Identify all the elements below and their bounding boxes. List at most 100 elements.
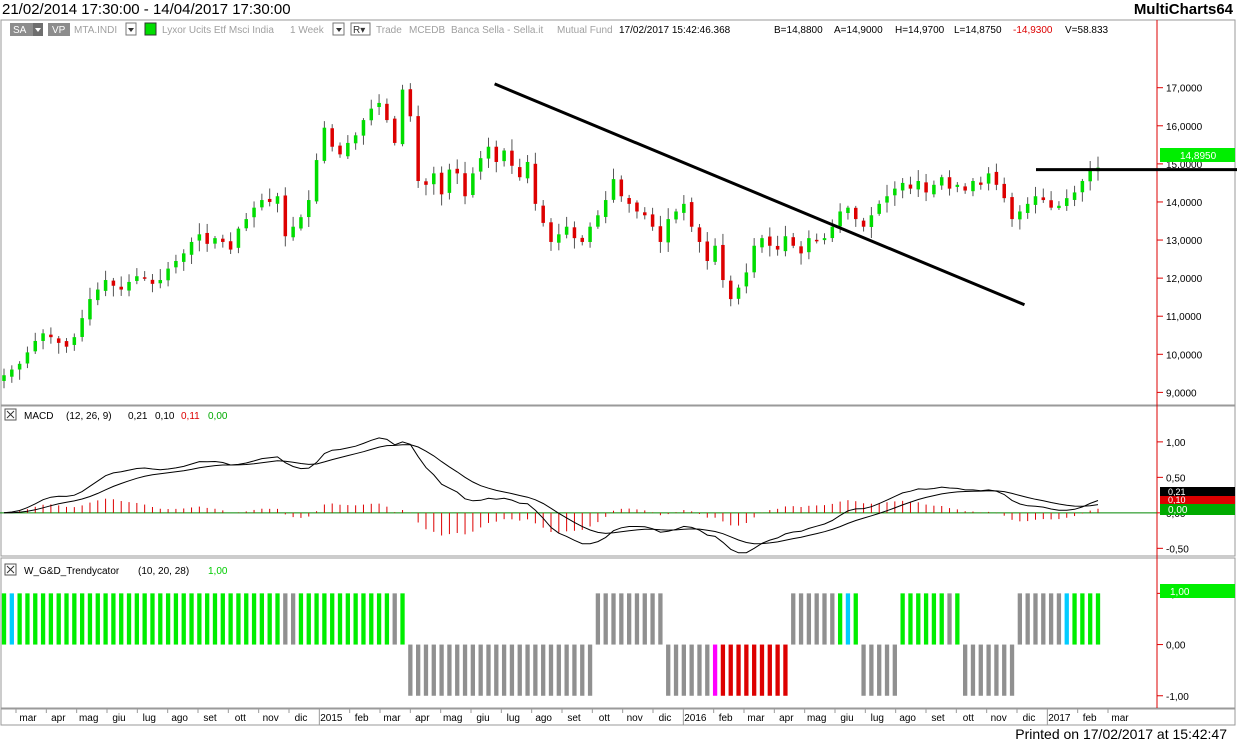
candle-down bbox=[775, 245, 780, 250]
candle-up bbox=[322, 127, 327, 161]
trendycator-bar bbox=[56, 593, 61, 645]
candle-down bbox=[1041, 197, 1046, 201]
trendycator-bar bbox=[994, 644, 999, 696]
broker-name: Banca Sella - Sella.it bbox=[451, 25, 543, 36]
candle-up bbox=[432, 173, 436, 185]
candle-up bbox=[361, 120, 366, 136]
trendycator-bar bbox=[728, 644, 733, 696]
candle-up bbox=[72, 337, 77, 345]
macd-tag-2: 0,10 bbox=[1168, 495, 1186, 505]
trendycator-bar bbox=[40, 593, 46, 645]
trendycator-bar bbox=[619, 593, 624, 645]
trendycator-bar bbox=[931, 593, 937, 645]
trendycator-bar bbox=[572, 644, 577, 696]
trendycator-bar bbox=[861, 644, 866, 696]
trendycator-bar bbox=[642, 593, 647, 645]
bar-interval: 1 Week bbox=[290, 25, 325, 36]
trendycator-bar bbox=[595, 593, 601, 645]
time-tick-label: lug bbox=[871, 713, 884, 724]
macd-status-line: MACD (12, 26, 9) 0,21 0,10 0,11 0,00 bbox=[4, 408, 228, 422]
time-tick-label: feb bbox=[719, 713, 733, 724]
trendycator-bar bbox=[1048, 593, 1054, 645]
time-tick-label: ago bbox=[899, 713, 916, 724]
candle-up bbox=[682, 203, 686, 213]
realtime-icon: R▾ bbox=[353, 25, 365, 36]
candle-up bbox=[252, 207, 256, 218]
trendycator-bar bbox=[712, 644, 718, 696]
candle-up bbox=[41, 333, 45, 341]
trendycator-bar bbox=[1025, 593, 1030, 645]
trendycator-bar bbox=[908, 593, 913, 645]
chevron-down-icon bbox=[336, 28, 342, 32]
trendycator-bar bbox=[869, 644, 874, 696]
realtime-button[interactable] bbox=[350, 22, 371, 36]
trendycator-bar bbox=[955, 593, 960, 645]
macd-tag-3: 0,00 bbox=[1168, 505, 1188, 516]
series-color-swatch[interactable] bbox=[144, 22, 157, 36]
time-tick-label: nov bbox=[991, 713, 1007, 724]
macd-value-3: 0,11 bbox=[181, 411, 200, 422]
macd-value-4: 0,00 bbox=[208, 411, 228, 422]
trendycator-bar bbox=[1080, 593, 1085, 645]
macd-line bbox=[3, 437, 1099, 554]
trendycator-status-line: W_G&D_Trendycator (10, 20, 28) 1,00 bbox=[4, 563, 228, 577]
last-price-tag: 14,8950 bbox=[1160, 148, 1235, 162]
time-tick-label: ago bbox=[171, 713, 188, 724]
trendycator-bar bbox=[752, 644, 757, 696]
trendycator-bar bbox=[244, 593, 249, 645]
candle-down bbox=[338, 145, 342, 155]
time-tick-label: lug bbox=[507, 713, 520, 724]
candle-up bbox=[502, 150, 506, 162]
trendycator-bar bbox=[705, 644, 710, 696]
candle-up bbox=[713, 245, 717, 262]
trendycator-bar bbox=[158, 593, 163, 645]
instrument-kind: Mutual Fund bbox=[557, 25, 613, 36]
trendycator-bar bbox=[626, 593, 632, 645]
candle-up bbox=[1080, 181, 1085, 193]
trendycator-bar bbox=[298, 593, 304, 645]
vp-button[interactable] bbox=[48, 23, 70, 36]
chevron-down-icon bbox=[35, 28, 41, 32]
trendycator-bar bbox=[1088, 593, 1093, 645]
trendycator-bar bbox=[337, 593, 343, 645]
candle-up bbox=[1064, 198, 1069, 206]
candle-up bbox=[486, 146, 491, 159]
candle-down bbox=[580, 237, 585, 242]
trendycator-bar bbox=[48, 593, 54, 645]
candle-down bbox=[142, 277, 147, 279]
candle-up bbox=[213, 238, 217, 244]
macd-tick-label: 1,00 bbox=[1166, 438, 1186, 449]
candle-down bbox=[705, 241, 710, 261]
trendycator-bar bbox=[681, 644, 686, 696]
candle-up bbox=[166, 268, 170, 281]
close-icon bbox=[6, 410, 15, 419]
sa-button[interactable] bbox=[10, 23, 33, 36]
trendycator-bar bbox=[64, 593, 69, 645]
trendycator-bar bbox=[650, 593, 655, 645]
candle-up bbox=[760, 238, 764, 248]
macd-value-1: 0,21 bbox=[128, 411, 148, 422]
price-pane[interactable] bbox=[0, 19, 1236, 406]
trendycator-value-tag: 1,00 bbox=[1160, 584, 1235, 598]
candle-down bbox=[627, 198, 631, 204]
trendycator-bar bbox=[814, 593, 819, 645]
last-price-label: 14,8950 bbox=[1180, 151, 1217, 162]
candle-down bbox=[439, 172, 444, 195]
candle-up bbox=[588, 226, 592, 243]
candle-down bbox=[49, 334, 53, 338]
candle-up bbox=[135, 276, 139, 281]
trendycator-bar bbox=[900, 593, 905, 645]
time-tick-label: mag bbox=[807, 713, 826, 724]
trendycator-bar bbox=[205, 593, 210, 645]
trendycator-bar bbox=[470, 644, 476, 696]
trendycator-bar bbox=[603, 593, 608, 645]
trendycator-bar bbox=[87, 593, 93, 645]
price-status-line: SA VP MTA.INDI Lyxor Ucits Etf Msci Indi… bbox=[10, 22, 1109, 36]
vp-button-label: VP bbox=[52, 25, 66, 36]
trendycator-bar bbox=[392, 593, 397, 645]
candle-up bbox=[447, 169, 452, 193]
trendycator-bar bbox=[1017, 593, 1023, 645]
macd-pane[interactable] bbox=[0, 405, 1236, 557]
macd-value-tags: 0,21 0,10 0,00 bbox=[1160, 487, 1235, 516]
